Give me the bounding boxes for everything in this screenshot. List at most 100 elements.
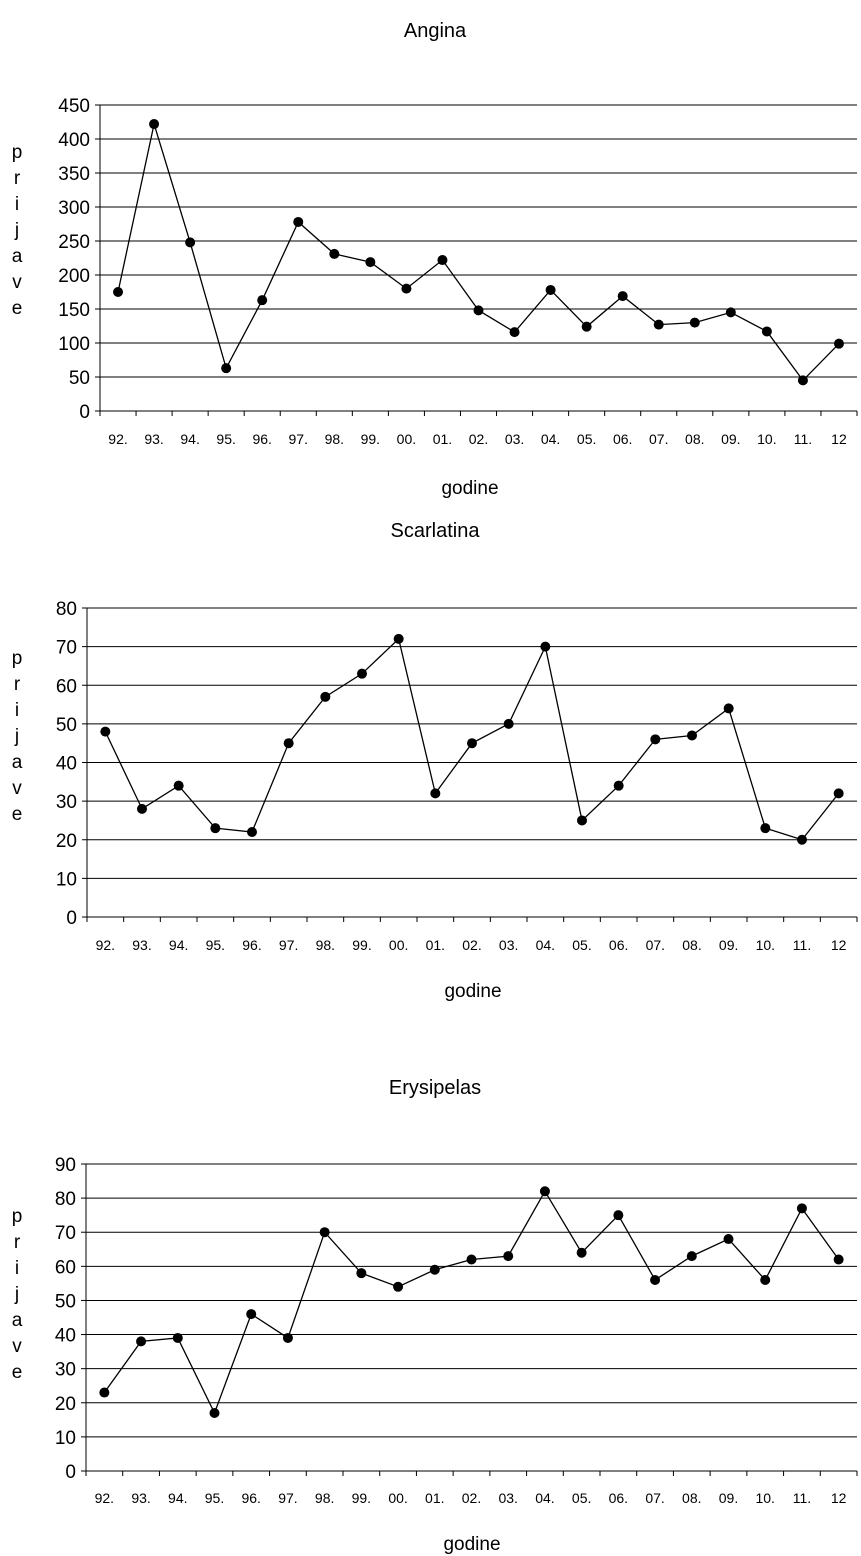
data-point xyxy=(283,738,294,749)
data-point xyxy=(113,287,124,297)
y-tick-label: 70 xyxy=(56,638,77,659)
y-tick-label: 0 xyxy=(66,908,77,929)
data-point xyxy=(509,327,520,338)
x-tick-label: 99. xyxy=(361,431,380,447)
data-point xyxy=(797,375,808,386)
x-tick-label: 01. xyxy=(426,937,445,953)
data-point xyxy=(430,788,441,799)
data-point xyxy=(185,237,196,248)
x-tick-label: 06. xyxy=(609,937,628,953)
x-tick-label: 07. xyxy=(649,431,668,447)
data-point xyxy=(149,119,160,130)
chart-title: Scarlatina xyxy=(391,520,481,542)
chart-scarlatina: Scarlatina 0 10 20 30 40 50 60 70 80 92. 93. 94. 95… xyxy=(12,520,858,1002)
y-ticks: 0 50 100 150 200 250 300 350 400 450 xyxy=(58,96,100,423)
data-point xyxy=(99,1387,110,1398)
data-point xyxy=(833,788,844,799)
x-tick-label: 95. xyxy=(205,1490,224,1506)
x-tick-label: 94. xyxy=(169,937,188,953)
x-tick-label: 99. xyxy=(352,1490,371,1506)
x-ticks: 92. 93. 94. 95. 96. 97. 98. 99. 00. 01. 02. 03. 04. 0… xyxy=(85,1471,858,1506)
data-point xyxy=(539,1186,550,1197)
y-tick-label: 250 xyxy=(58,232,90,253)
data-point xyxy=(687,730,697,741)
x-tick-label: 95. xyxy=(216,431,235,447)
data-point xyxy=(221,363,232,374)
data-point xyxy=(796,1203,807,1214)
x-tick-label: 94. xyxy=(168,1490,187,1506)
y-tick-label: 20 xyxy=(55,1394,76,1415)
x-tick-label: 05. xyxy=(572,1490,591,1506)
x-tick-label: 02. xyxy=(462,1490,481,1506)
data-point xyxy=(650,1274,661,1285)
data-point xyxy=(401,283,412,294)
x-tick-label: 02. xyxy=(462,937,481,953)
data-point xyxy=(760,823,771,834)
x-tick-label: 96. xyxy=(252,431,271,447)
data-point xyxy=(760,1274,771,1285)
y-tick-label: 10 xyxy=(55,1428,76,1449)
x-tick-label: 04. xyxy=(541,431,560,447)
x-tick-label: 09. xyxy=(719,1490,738,1506)
data-point xyxy=(173,780,184,791)
data-point xyxy=(429,1264,440,1275)
data-point xyxy=(437,255,448,266)
x-tick-label: 96. xyxy=(242,937,261,953)
y-tick-label: 300 xyxy=(58,198,90,219)
y-tick-label: 0 xyxy=(79,402,90,423)
x-tick-label: 94. xyxy=(180,431,199,447)
data-point xyxy=(467,738,477,749)
series-line xyxy=(117,121,840,382)
data-point xyxy=(503,1251,514,1262)
x-tick-label: 11. xyxy=(793,1490,811,1506)
x-tick-label: 93. xyxy=(131,1490,150,1506)
data-point xyxy=(503,718,514,729)
y-tick-label: 50 xyxy=(69,368,90,389)
data-point xyxy=(329,248,340,259)
x-tick-label: 98. xyxy=(315,1490,334,1506)
x-tick-label: 11. xyxy=(793,937,811,953)
y-tick-label: 100 xyxy=(58,334,90,355)
x-tick-label: 96. xyxy=(241,1490,260,1506)
x-ticks: 92. 93. 94. 95. 96. 97. 98. 99. 00. 01. 02. 03. 04. 0… xyxy=(86,917,858,953)
y-tick-label: 0 xyxy=(65,1462,76,1483)
x-tick-label: 10. xyxy=(756,937,775,953)
data-point xyxy=(473,305,484,316)
data-point xyxy=(653,319,664,330)
data-point xyxy=(247,827,257,838)
y-tick-label: 20 xyxy=(56,831,77,852)
x-tick-label: 98. xyxy=(325,431,344,447)
y-tick-label: 90 xyxy=(55,1155,76,1176)
x-tick-label: 02. xyxy=(469,431,488,447)
x-tick-label: 93. xyxy=(132,937,151,953)
data-point xyxy=(356,1268,367,1279)
x-tick-label: 92. xyxy=(96,937,115,953)
x-tick-label: 03. xyxy=(499,937,518,953)
data-point xyxy=(761,326,772,337)
y-tick-label: 400 xyxy=(58,130,90,151)
data-point xyxy=(540,641,551,652)
y-tick-label: 50 xyxy=(55,1291,76,1312)
y-ticks: 0 10 20 30 40 50 60 70 80 xyxy=(56,599,87,929)
x-tick-label: 09. xyxy=(721,431,740,447)
data-point xyxy=(581,321,592,332)
x-tick-label: 06. xyxy=(613,431,632,447)
data-point xyxy=(833,338,844,349)
y-tick-label: 200 xyxy=(58,266,90,287)
y-tick-label: 30 xyxy=(56,792,77,813)
data-point xyxy=(393,633,404,644)
x-tick-label: 95. xyxy=(206,937,225,953)
y-tick-label: 10 xyxy=(56,869,77,890)
data-point xyxy=(293,216,304,227)
y-tick-label: 80 xyxy=(55,1189,76,1210)
data-point xyxy=(365,257,376,268)
y-tick-label: 50 xyxy=(56,715,77,736)
y-ticks: 0 10 20 30 40 50 60 70 80 90 xyxy=(55,1155,86,1483)
x-axis-label: godine xyxy=(441,478,498,499)
x-tick-label: 09. xyxy=(719,937,738,953)
x-tick-label: 98. xyxy=(316,937,335,953)
data-point xyxy=(689,317,700,328)
x-tick-label: 92. xyxy=(108,431,127,447)
